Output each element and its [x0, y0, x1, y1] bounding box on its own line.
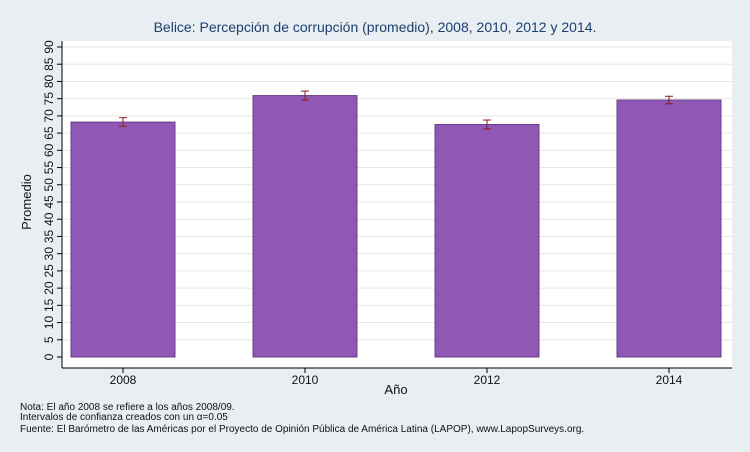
y-tick-label-70: 70: [42, 109, 56, 123]
error-bar-2014: [665, 95, 673, 105]
y-tick-label-25: 25: [42, 264, 56, 278]
y-tick-label-5: 5: [42, 336, 56, 343]
x-axis-label: Año: [384, 382, 407, 397]
y-tick-label-0: 0: [42, 353, 56, 360]
y-tick-label-50: 50: [42, 178, 56, 192]
y-tick-label-80: 80: [42, 74, 56, 88]
error-bars: [119, 90, 673, 130]
axes: [57, 41, 732, 373]
bar-2014: [616, 99, 722, 358]
y-tick-label-90: 90: [42, 40, 56, 54]
y-tick-label-65: 65: [42, 126, 56, 140]
chart-title: Belice: Percepción de corrupción (promed…: [154, 19, 597, 35]
y-tick-label-45: 45: [42, 195, 56, 209]
y-tick-label-40: 40: [42, 212, 56, 226]
y-tick-label-35: 35: [42, 229, 56, 243]
note-confidence-interval: Intervalos de confianza creados con un α…: [20, 412, 228, 423]
x-tick-label-2014: 2014: [656, 373, 683, 387]
x-tick-label-2008: 2008: [110, 373, 137, 387]
y-axis-label: Promedio: [19, 174, 34, 230]
x-tick-label-2012: 2012: [474, 373, 501, 387]
bar-2010: [252, 95, 358, 358]
y-tick-label-20: 20: [42, 281, 56, 295]
y-tick-label-15: 15: [42, 298, 56, 312]
x-tick-label-2010: 2010: [292, 373, 319, 387]
tick-labels: 0 5 10 15 20 25 30 35 40 45 50 55 60 65 70 75 80 85 90 2008…: [42, 40, 683, 387]
error-bar-2010: [301, 90, 309, 101]
y-tick-label-75: 75: [42, 92, 56, 106]
note-2008: Nota: El año 2008 se refiere a los años …: [20, 402, 235, 413]
y-tick-label-60: 60: [42, 143, 56, 157]
error-bar-2008: [119, 117, 127, 127]
note-source: Fuente: El Barómetro de las Américas por…: [20, 424, 584, 435]
bars: [70, 95, 722, 358]
bar-2008: [70, 121, 176, 358]
y-tick-label-55: 55: [42, 161, 56, 175]
error-bar-2012: [483, 119, 491, 130]
y-tick-label-10: 10: [42, 316, 56, 330]
y-tick-label-30: 30: [42, 247, 56, 261]
bar-2012: [434, 124, 540, 358]
y-tick-label-85: 85: [42, 57, 56, 71]
